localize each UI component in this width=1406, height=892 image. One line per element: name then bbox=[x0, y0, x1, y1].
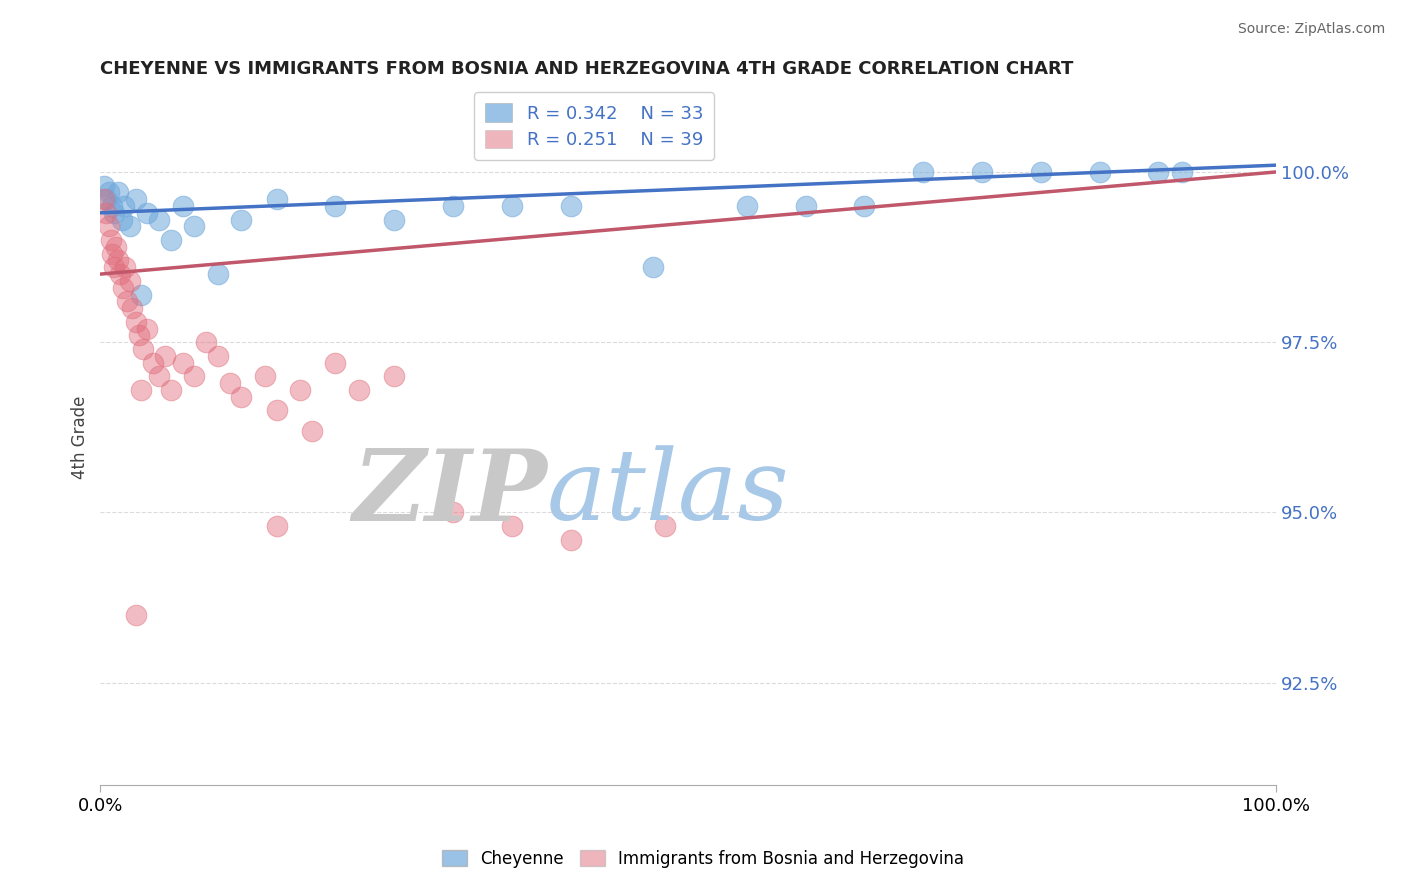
Point bbox=[1147, 165, 1170, 179]
Point bbox=[112, 199, 135, 213]
Point bbox=[441, 199, 464, 213]
Point bbox=[301, 424, 323, 438]
Point bbox=[131, 383, 153, 397]
Point bbox=[124, 192, 146, 206]
Point bbox=[183, 219, 205, 234]
Point bbox=[93, 178, 115, 193]
Point bbox=[970, 165, 993, 179]
Point bbox=[172, 199, 194, 213]
Point bbox=[501, 199, 523, 213]
Point bbox=[111, 281, 134, 295]
Point bbox=[96, 206, 118, 220]
Point bbox=[231, 212, 253, 227]
Point bbox=[160, 233, 183, 247]
Point bbox=[253, 369, 276, 384]
Point bbox=[172, 356, 194, 370]
Point bbox=[195, 335, 218, 350]
Point bbox=[110, 212, 132, 227]
Point bbox=[124, 315, 146, 329]
Point bbox=[347, 383, 370, 397]
Point bbox=[641, 260, 664, 275]
Point bbox=[101, 246, 124, 260]
Text: CHEYENNE VS IMMIGRANTS FROM BOSNIA AND HERZEGOVINA 4TH GRADE CORRELATION CHART: CHEYENNE VS IMMIGRANTS FROM BOSNIA AND H… bbox=[100, 60, 1074, 78]
Point bbox=[101, 199, 124, 213]
Point bbox=[382, 369, 405, 384]
Point bbox=[110, 267, 132, 281]
Y-axis label: 4th Grade: 4th Grade bbox=[72, 396, 89, 479]
Point bbox=[107, 253, 129, 268]
Point bbox=[160, 383, 183, 397]
Point bbox=[560, 199, 582, 213]
Point bbox=[103, 206, 125, 220]
Point bbox=[266, 192, 288, 206]
Text: Source: ZipAtlas.com: Source: ZipAtlas.com bbox=[1237, 22, 1385, 37]
Point bbox=[148, 369, 170, 384]
Legend: Cheyenne, Immigrants from Bosnia and Herzegovina: Cheyenne, Immigrants from Bosnia and Her… bbox=[434, 844, 972, 875]
Point bbox=[97, 186, 120, 200]
Point bbox=[183, 369, 205, 384]
Point bbox=[382, 212, 405, 227]
Point bbox=[1088, 165, 1111, 179]
Point bbox=[912, 165, 935, 179]
Point bbox=[654, 519, 676, 533]
Point bbox=[103, 260, 125, 275]
Point bbox=[231, 390, 253, 404]
Point bbox=[501, 519, 523, 533]
Point bbox=[128, 328, 150, 343]
Point bbox=[131, 342, 153, 356]
Point bbox=[1171, 165, 1194, 179]
Point bbox=[148, 212, 170, 227]
Point bbox=[325, 356, 347, 370]
Point bbox=[121, 301, 143, 315]
Point bbox=[104, 240, 127, 254]
Point bbox=[853, 199, 876, 213]
Point bbox=[153, 349, 176, 363]
Point bbox=[136, 206, 159, 220]
Point bbox=[117, 294, 139, 309]
Point bbox=[290, 383, 312, 397]
Point bbox=[735, 199, 758, 213]
Point bbox=[100, 233, 122, 247]
Point bbox=[207, 349, 229, 363]
Point bbox=[114, 260, 136, 275]
Point bbox=[124, 607, 146, 622]
Point bbox=[131, 287, 153, 301]
Point bbox=[97, 219, 120, 234]
Point bbox=[441, 505, 464, 519]
Point bbox=[266, 403, 288, 417]
Text: atlas: atlas bbox=[547, 445, 790, 541]
Point bbox=[107, 186, 129, 200]
Point bbox=[266, 519, 288, 533]
Point bbox=[142, 356, 165, 370]
Point bbox=[325, 199, 347, 213]
Point bbox=[118, 219, 141, 234]
Point bbox=[96, 192, 118, 206]
Point bbox=[218, 376, 240, 390]
Point bbox=[794, 199, 817, 213]
Text: ZIP: ZIP bbox=[352, 445, 547, 541]
Point bbox=[136, 321, 159, 335]
Point bbox=[93, 192, 115, 206]
Point bbox=[118, 274, 141, 288]
Point bbox=[207, 267, 229, 281]
Legend: R = 0.342    N = 33, R = 0.251    N = 39: R = 0.342 N = 33, R = 0.251 N = 39 bbox=[474, 93, 714, 160]
Point bbox=[1029, 165, 1052, 179]
Point bbox=[560, 533, 582, 547]
